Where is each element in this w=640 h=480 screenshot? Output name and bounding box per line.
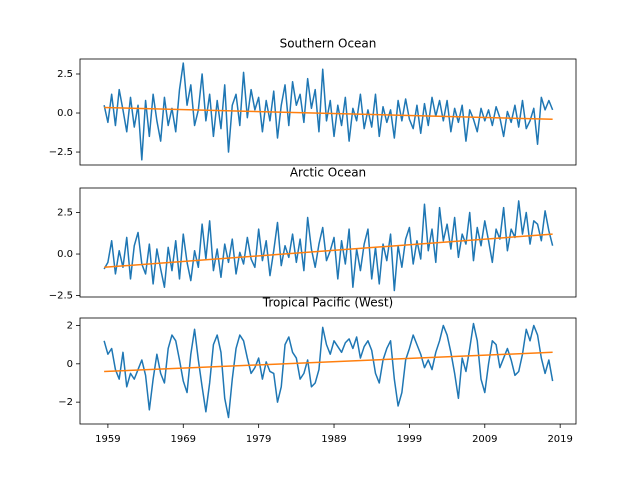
y-tick-label: −2.5 xyxy=(49,147,73,158)
data-line xyxy=(103,62,554,161)
y-tick-label: 0 xyxy=(67,359,73,370)
chart-title: Arctic Ocean xyxy=(290,166,366,180)
x-tick-label: 1969 xyxy=(171,434,196,445)
x-tick-label: 1979 xyxy=(246,434,271,445)
y-tick-label: 2.5 xyxy=(57,69,73,80)
chart-title: Tropical Pacific (West) xyxy=(262,296,393,310)
axes-frame xyxy=(79,58,577,166)
x-tick-label: 2019 xyxy=(547,434,572,445)
x-tick-label: 1959 xyxy=(95,434,120,445)
data-line xyxy=(103,200,554,292)
chart-title: Southern Ocean xyxy=(280,37,377,51)
trend-line xyxy=(104,351,553,373)
y-tick-label: 0.0 xyxy=(57,108,73,119)
y-tick-label: −2 xyxy=(58,397,73,408)
axes-frame xyxy=(79,187,577,298)
axes-frame xyxy=(79,317,577,425)
trend-line xyxy=(104,233,553,269)
data-line xyxy=(103,322,554,419)
x-tick-label: 2009 xyxy=(472,434,497,445)
x-tick-label: 1999 xyxy=(397,434,422,445)
x-tick-label: 1989 xyxy=(321,434,346,445)
trend-line xyxy=(104,106,553,121)
y-tick-label: 2 xyxy=(67,320,73,331)
y-tick-label: −2.5 xyxy=(49,291,73,302)
y-tick-label: 2.5 xyxy=(57,208,73,219)
y-tick-label: 0.0 xyxy=(57,249,73,260)
